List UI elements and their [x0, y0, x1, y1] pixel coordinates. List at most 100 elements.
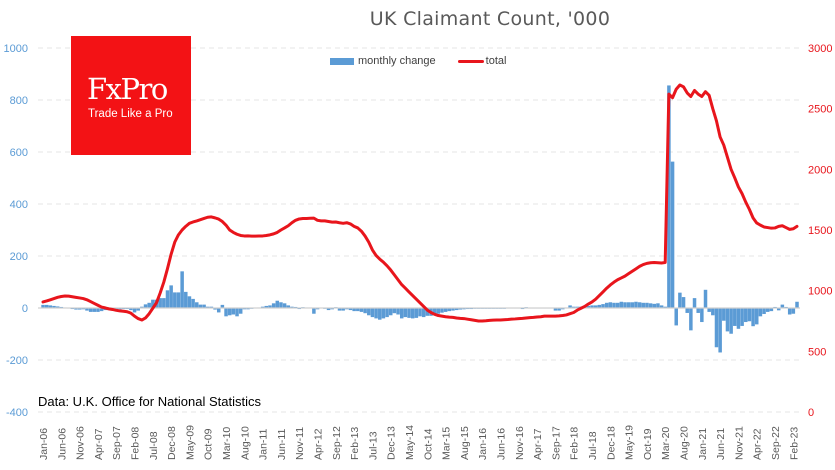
bar-monthly-change [147, 302, 151, 308]
bar-monthly-change [454, 308, 459, 311]
x-tick-label: Feb-18 [569, 427, 581, 460]
x-tick-label: Apr-07 [93, 428, 105, 460]
x-tick-label: Dec-08 [166, 426, 178, 460]
bar-monthly-change [458, 308, 463, 310]
bar-monthly-change [751, 308, 755, 327]
x-tick-label: Jan-16 [477, 428, 489, 460]
bar-monthly-change [674, 308, 678, 326]
bar-monthly-change [312, 308, 316, 314]
bar-monthly-change [681, 297, 686, 308]
legend-swatch-total [457, 59, 484, 63]
bar-monthly-change [224, 308, 228, 317]
x-tick-label: Sep-22 [770, 426, 782, 460]
x-tick-label: May-14 [404, 425, 416, 460]
y-left-tick-label: 600 [10, 147, 28, 159]
bar-monthly-change [180, 271, 184, 308]
bar-monthly-change [271, 303, 276, 308]
x-tick-label: Mar-20 [660, 427, 672, 460]
y-left-tick-label: 200 [10, 251, 28, 263]
bar-monthly-change [711, 308, 715, 316]
logo-tagline: Trade Like a Pro [88, 108, 173, 120]
x-tick-label: Mar-15 [441, 427, 453, 460]
x-tick-label: Jul-08 [148, 431, 160, 460]
bar-monthly-change [597, 304, 602, 308]
x-tick-label: Apr-17 [532, 428, 544, 460]
x-tick-label: Aug-10 [239, 426, 251, 460]
bar-monthly-change [795, 301, 799, 308]
bar-monthly-change [352, 308, 356, 312]
bar-monthly-change [418, 308, 422, 317]
legend-swatch-monthly-change [330, 57, 354, 65]
bar-monthly-change [99, 308, 104, 312]
x-tick-label: Jun-11 [276, 429, 288, 460]
x-tick-label: Sep-07 [111, 426, 123, 460]
bar-monthly-change [637, 302, 642, 308]
bar-monthly-change [231, 308, 236, 315]
bar-monthly-change [290, 306, 294, 308]
x-tick-label: Jan-06 [38, 428, 50, 460]
y-left-tick-label: 0 [22, 303, 28, 315]
bar-monthly-change [608, 302, 613, 308]
bar-monthly-change [414, 308, 419, 318]
bar-monthly-change [601, 304, 605, 308]
bar-monthly-change [187, 296, 192, 308]
bar-monthly-change [337, 308, 342, 311]
bar-monthly-change [586, 305, 591, 308]
bar-monthly-change [776, 308, 781, 311]
x-tick-label: Aug-15 [459, 426, 471, 460]
bar-monthly-change [663, 306, 667, 308]
logo-brand: FxPro [87, 72, 168, 106]
bar-monthly-change [575, 306, 580, 308]
bar-monthly-change [696, 308, 700, 313]
bar-monthly-change [553, 308, 558, 311]
bar-monthly-change [703, 289, 708, 308]
bar-monthly-change [165, 290, 170, 308]
source-note: Data: U.K. Office for National Statistic… [38, 394, 262, 409]
x-tick-label: Sep-17 [550, 426, 562, 460]
y-right-tick-label: 2500 [808, 104, 832, 116]
bar-monthly-change [612, 302, 616, 308]
bar-monthly-change [220, 304, 225, 308]
bar-monthly-change [755, 308, 759, 325]
bar-monthly-change [275, 300, 280, 308]
bar-monthly-change [169, 285, 173, 308]
y-right-tick-label: 500 [808, 346, 826, 358]
bar-monthly-change [590, 305, 594, 308]
x-tick-label: Apr-12 [313, 428, 325, 460]
bar-monthly-change [385, 308, 389, 318]
bar-monthly-change [762, 308, 766, 314]
bar-monthly-change [744, 308, 748, 323]
bar-monthly-change [462, 308, 466, 310]
bar-monthly-change [96, 308, 100, 312]
bar-monthly-change [670, 161, 675, 308]
bar-monthly-change [52, 305, 56, 308]
bar-monthly-change [195, 302, 199, 308]
bar-monthly-change [392, 308, 397, 314]
x-tick-label: May-09 [184, 425, 196, 460]
bar-monthly-change [268, 305, 272, 308]
bar-monthly-change [118, 308, 122, 310]
bar-monthly-change [378, 308, 382, 320]
fxpro-logo: FxPro Trade Like a Pro [71, 36, 191, 155]
bar-monthly-change [246, 308, 250, 310]
bar-monthly-change [747, 308, 752, 322]
x-tick-label: Aug-20 [679, 426, 691, 460]
x-tick-label: Jul-13 [367, 431, 379, 460]
bar-monthly-change [722, 308, 726, 321]
bar-monthly-change [341, 308, 345, 311]
bar-monthly-change [451, 308, 455, 311]
bar-monthly-change [238, 308, 243, 314]
bar-monthly-change [561, 308, 565, 310]
bar-monthly-change [48, 305, 53, 308]
bar-monthly-change [132, 308, 137, 313]
bar-monthly-change [227, 308, 232, 316]
bar-monthly-change [282, 303, 287, 308]
bar-monthly-change [81, 308, 86, 310]
x-tick-label: Feb-13 [349, 427, 361, 460]
bar-monthly-change [725, 308, 730, 332]
bar-monthly-change [85, 308, 89, 311]
x-tick-label: Nov-06 [75, 426, 87, 460]
bar-monthly-change [447, 308, 452, 312]
bar-monthly-change [92, 308, 97, 312]
bar-monthly-change [436, 308, 441, 314]
